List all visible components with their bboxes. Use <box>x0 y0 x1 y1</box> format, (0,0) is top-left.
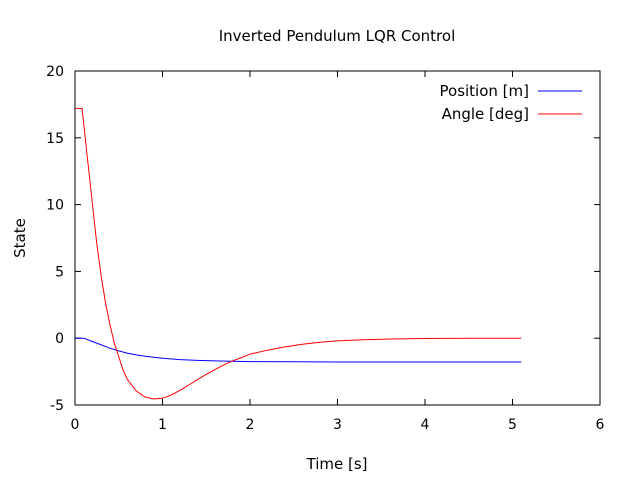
y-tick-label: -5 <box>50 398 64 414</box>
plot-frame <box>74 70 601 406</box>
y-axis-label: State <box>11 218 29 258</box>
x-tick-label: 3 <box>333 417 342 433</box>
x-tick-label: 1 <box>158 417 167 433</box>
x-tick-label: 6 <box>596 417 605 433</box>
x-axis-label: Time [s] <box>306 455 368 473</box>
series-line-position-m <box>75 337 522 363</box>
chart-title: Inverted Pendulum LQR Control <box>219 27 456 45</box>
y-tick-label: 5 <box>55 264 64 280</box>
axis-ticks: 0 1 2 3 4 5 6 -5 0 5 10 15 20 <box>46 64 604 433</box>
series-line-angle-deg <box>75 107 522 400</box>
x-tick-label: 5 <box>508 417 517 433</box>
series-lines <box>75 107 522 400</box>
legend-label: Angle [deg] <box>442 105 529 123</box>
legend-label: Position [m] <box>440 82 530 100</box>
y-tick-label: 15 <box>46 131 64 147</box>
x-tick-label: 2 <box>246 417 255 433</box>
legend: Position [m] Angle [deg] <box>440 82 582 123</box>
x-tick-label: 0 <box>71 417 80 433</box>
y-tick-label: 10 <box>46 198 64 214</box>
x-tick-label: 4 <box>421 417 430 433</box>
y-tick-label: 20 <box>46 64 64 80</box>
y-tick-label: 0 <box>55 331 64 347</box>
